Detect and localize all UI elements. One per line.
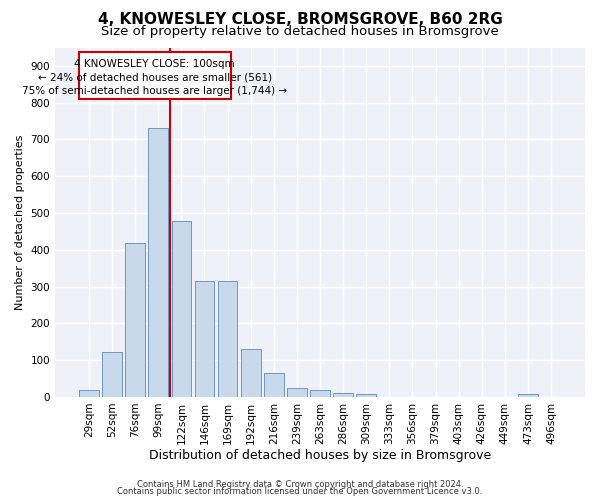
Bar (334, 394, 353, 397)
Text: 4, KNOWESLEY CLOSE, BROMSGROVE, B60 2RG: 4, KNOWESLEY CLOSE, BROMSGROVE, B60 2RG (98, 12, 502, 28)
Bar (148, 128, 168, 397)
Bar (102, 352, 122, 397)
Bar (79, 390, 99, 397)
Bar (218, 281, 238, 397)
X-axis label: Distribution of detached houses by size in Bromsgrove: Distribution of detached houses by size … (149, 450, 491, 462)
Text: Contains HM Land Registry data © Crown copyright and database right 2024.: Contains HM Land Registry data © Crown c… (137, 480, 463, 489)
Text: Contains public sector information licensed under the Open Government Licence v3: Contains public sector information licen… (118, 487, 482, 496)
Bar (194, 281, 214, 397)
Bar (310, 390, 330, 397)
Text: 75% of semi-detached houses are larger (1,744) →: 75% of semi-detached houses are larger (… (22, 86, 287, 96)
Bar (172, 221, 191, 397)
Bar (125, 243, 145, 397)
Text: 4 KNOWESLEY CLOSE: 100sqm: 4 KNOWESLEY CLOSE: 100sqm (74, 58, 235, 68)
Bar (241, 349, 260, 397)
Y-axis label: Number of detached properties: Number of detached properties (15, 134, 25, 310)
Bar (287, 388, 307, 397)
Bar (518, 394, 538, 397)
Text: Size of property relative to detached houses in Bromsgrove: Size of property relative to detached ho… (101, 25, 499, 38)
FancyBboxPatch shape (79, 52, 231, 99)
Bar (264, 373, 284, 397)
Text: ← 24% of detached houses are smaller (561): ← 24% of detached houses are smaller (56… (38, 73, 272, 83)
Bar (356, 394, 376, 397)
